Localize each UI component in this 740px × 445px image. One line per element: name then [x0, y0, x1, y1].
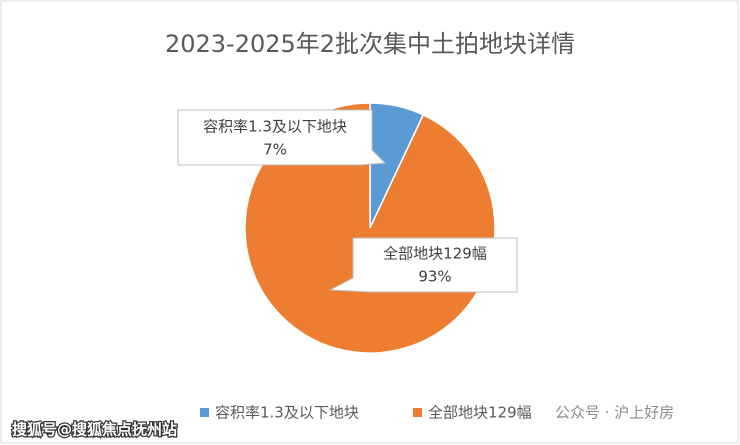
chart-title: 2023-2025年2批次集中土拍地块详情	[165, 30, 575, 58]
legend-label: 容积率1.3及以下地块	[215, 404, 359, 422]
data-label-name: 容积率1.3及以下地块	[203, 118, 347, 136]
callout-box	[177, 109, 387, 166]
data-label-value: 7%	[263, 141, 287, 159]
legend-label: 全部地块129幅	[428, 404, 532, 422]
watermark: 搜狐号@搜狐焦点抚州站	[12, 421, 177, 439]
callout-box	[328, 237, 518, 293]
data-label-value: 93%	[418, 268, 451, 286]
legend-swatch	[200, 408, 209, 417]
legend-swatch	[413, 408, 422, 417]
watermark: 公众号 · 沪上好房	[555, 404, 674, 422]
data-label-name: 全部地块129幅	[383, 245, 487, 263]
